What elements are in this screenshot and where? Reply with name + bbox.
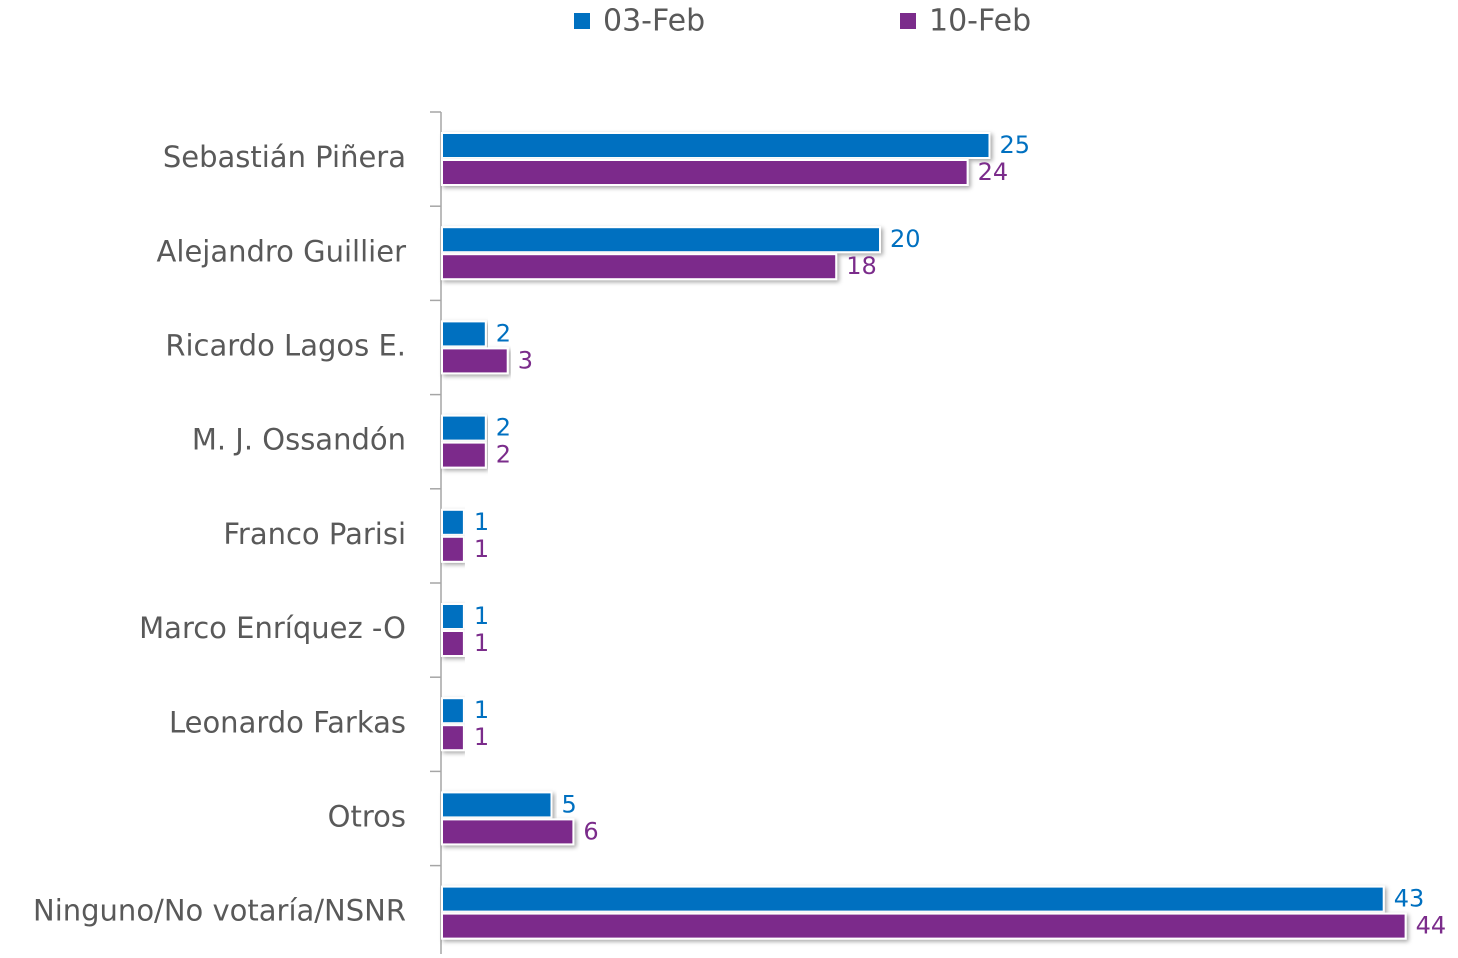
category-label: Franco Parisi (223, 517, 406, 551)
bar (441, 535, 465, 563)
category-label: Ninguno/No votaría/NSNR (33, 894, 406, 928)
value-label: 1 (474, 629, 489, 657)
value-label: 2 (496, 319, 511, 347)
bar (441, 885, 1385, 913)
category-label: Leonardo Farkas (169, 705, 406, 739)
value-label: 2 (496, 414, 511, 442)
bar (441, 226, 881, 254)
bar (441, 697, 465, 725)
category-label: M. J. Ossandón (192, 423, 406, 457)
category-label: Ricardo Lagos E. (165, 329, 406, 363)
value-label: 1 (474, 602, 489, 630)
bar (441, 159, 969, 186)
value-label: 5 (562, 790, 577, 818)
value-label: 3 (518, 346, 533, 374)
category-label: Alejandro Guillier (157, 234, 407, 268)
bar (441, 791, 553, 819)
value-label: 18 (846, 252, 877, 280)
value-label: 6 (583, 817, 598, 845)
value-label: 2 (496, 441, 511, 469)
bar (441, 320, 487, 348)
value-label: 43 (1394, 885, 1425, 913)
bar (441, 347, 509, 375)
legend-swatch (900, 13, 916, 29)
bar (441, 724, 465, 752)
value-label: 25 (1000, 131, 1031, 159)
legend-label: 03-Feb (603, 4, 705, 39)
category-label: Otros (328, 800, 406, 834)
value-label: 1 (474, 696, 489, 724)
legend-label: 10-Feb (929, 4, 1031, 39)
value-label: 1 (474, 508, 489, 536)
bar (441, 414, 487, 442)
category-label: Sebastián Piñera (163, 140, 406, 174)
legend-swatch (574, 13, 590, 29)
bar (441, 441, 487, 469)
bar (441, 818, 575, 846)
bar (441, 508, 465, 536)
value-label: 44 (1416, 912, 1447, 940)
bar (441, 603, 465, 630)
value-label: 1 (474, 535, 489, 563)
bar (441, 132, 991, 159)
category-label: Marco Enríquez -O (139, 611, 406, 645)
value-label: 1 (474, 723, 489, 751)
value-label: 20 (890, 225, 921, 253)
bar (441, 912, 1407, 940)
bar (441, 630, 465, 657)
bar (441, 253, 838, 281)
value-label: 24 (978, 158, 1009, 186)
